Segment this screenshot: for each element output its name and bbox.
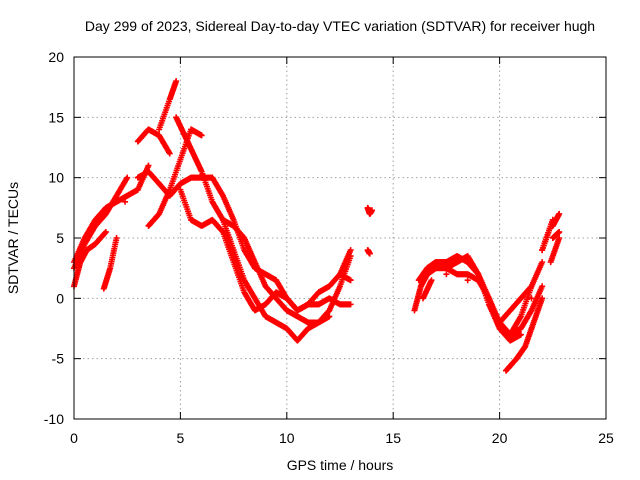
y-tick-label: 10 — [48, 170, 64, 186]
y-tick-label: 5 — [56, 230, 64, 246]
series-track-5 — [173, 114, 354, 326]
series-track-2 — [71, 78, 180, 266]
data-points — [71, 78, 563, 374]
data-point — [556, 228, 563, 235]
y-tick-label: 20 — [48, 49, 64, 65]
y-axis-label: SDTVAR / TECUs — [5, 182, 21, 294]
data-point — [556, 235, 563, 241]
data-point — [347, 301, 354, 308]
data-point — [556, 210, 563, 217]
x-tick-label: 5 — [177, 430, 185, 446]
data-point — [209, 174, 216, 181]
x-tick-label: 0 — [70, 430, 78, 446]
series-track-7 — [364, 204, 375, 257]
data-point — [198, 132, 205, 139]
series-track-6 — [71, 228, 109, 290]
chart-title: Day 299 of 2023, Sidereal Day-to-day VTE… — [85, 18, 595, 34]
data-point — [347, 277, 354, 284]
series-track-4 — [145, 126, 354, 344]
series-track-8 — [411, 228, 563, 338]
data-point — [173, 78, 180, 85]
data-point — [528, 295, 535, 302]
series-track-11 — [502, 235, 563, 374]
y-tick-label: 0 — [56, 290, 64, 306]
data-point — [113, 235, 120, 241]
data-point — [145, 162, 152, 169]
series-track-12 — [443, 216, 556, 338]
y-tick-label: -5 — [52, 351, 65, 367]
data-point — [539, 283, 546, 290]
data-point — [124, 174, 131, 181]
data-point — [166, 150, 173, 157]
data-point — [528, 283, 535, 290]
data-point — [347, 247, 354, 254]
data-point — [102, 228, 109, 235]
series-track-1 — [71, 126, 354, 314]
data-point — [539, 295, 546, 302]
data-point — [326, 313, 333, 320]
data-point — [549, 216, 556, 223]
x-tick-label: 15 — [385, 430, 401, 446]
data-point — [539, 259, 546, 266]
data-point — [464, 277, 471, 284]
x-axis-label: GPS time / hours — [287, 457, 394, 473]
data-point — [443, 271, 450, 278]
axis-ticks: 0 5 10 15 20 25 -10 -5 0 5 10 15 20 — [44, 49, 614, 446]
data-point — [368, 207, 375, 214]
y-tick-label: 15 — [48, 109, 64, 125]
data-point — [366, 250, 373, 257]
x-tick-label: 25 — [598, 430, 614, 446]
x-tick-label: 20 — [492, 430, 508, 446]
data-point — [428, 277, 435, 284]
data-point — [122, 198, 129, 205]
data-point — [517, 331, 524, 338]
grid-lines — [74, 57, 606, 419]
data-point — [347, 253, 354, 260]
y-tick-label: -10 — [44, 411, 64, 427]
x-tick-label: 10 — [279, 430, 295, 446]
